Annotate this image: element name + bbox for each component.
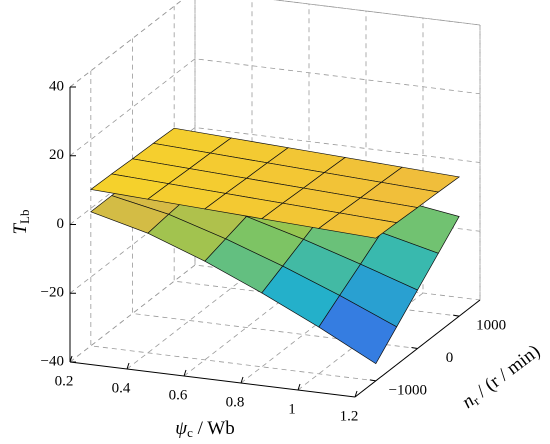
- x-tick: [297, 383, 301, 391]
- x-tick: [240, 376, 244, 384]
- x-tick-label: 1: [288, 401, 296, 417]
- x-tick-label: 0.4: [112, 380, 131, 396]
- x-axis: [69, 361, 356, 398]
- y-label-rest: / (r / min): [469, 341, 544, 405]
- grid-line: [132, 38, 418, 349]
- z-tick-label: 40: [49, 78, 64, 94]
- y-tick: [411, 347, 418, 349]
- y-tick-label: 1000: [476, 318, 506, 334]
- y-tick-label: −1000: [389, 382, 427, 398]
- surface-cell: [318, 294, 398, 365]
- x-tick-label: 0.2: [55, 373, 74, 389]
- x-tick: [183, 369, 187, 377]
- x-axis-label: ψc / Wb: [175, 418, 234, 440]
- z-tick-label: 20: [49, 147, 64, 163]
- grid-line: [173, 6, 460, 317]
- axes: −40 −20 0 20 40 0.2 0.4 0.6 0.8 1 1.2 −1000 0 1000: [41, 78, 507, 424]
- x-tick-label: 0.8: [226, 394, 245, 410]
- x-tick: [126, 362, 130, 370]
- z-label-sub: Lb: [17, 209, 32, 223]
- z-tick-label: 0: [57, 216, 65, 232]
- x-tick-label: 1.2: [340, 408, 359, 424]
- x-tick: [69, 355, 73, 363]
- surface-cell: [317, 212, 398, 239]
- x-tick-label: 0.6: [169, 387, 188, 403]
- z-label-main: T: [10, 223, 31, 235]
- x-label-sub: c: [187, 425, 193, 440]
- y-tick-label: 0: [446, 350, 454, 366]
- z-axis-label: TLb: [10, 209, 32, 234]
- z-tick-label: −40: [41, 353, 64, 369]
- surfaces: [89, 127, 461, 365]
- grid-line: [69, 0, 481, 88]
- y-tick: [453, 314, 460, 317]
- x-label-main: ψ: [175, 418, 188, 439]
- box-edge: [273, 0, 481, 26]
- x-tick: [354, 390, 358, 398]
- grid-line: [90, 70, 376, 382]
- y-axis-label: nr / (r / min): [458, 341, 544, 414]
- z-tick-label: −20: [41, 285, 64, 301]
- x-label-rest: / Wb: [193, 418, 235, 439]
- grid-line: [69, 58, 481, 157]
- y-tick: [369, 379, 376, 382]
